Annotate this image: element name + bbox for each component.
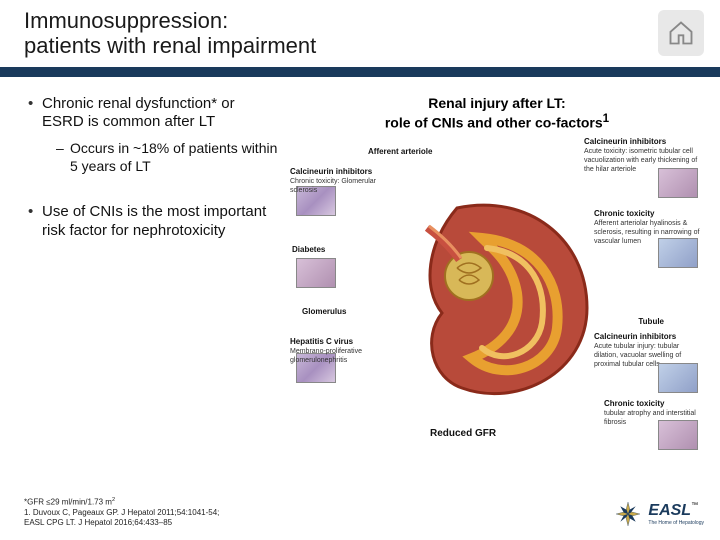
logo-star-icon [614, 500, 642, 528]
header-rule [0, 67, 720, 77]
bullet-1-sub: Occurs in ~18% of patients within 5 year… [56, 140, 278, 175]
thumb-cni-acute [658, 168, 698, 198]
logo-tagline: The Home of Hepatology [648, 520, 704, 526]
footnote-1: *GFR ≤29 ml/min/1.73 m [24, 498, 112, 507]
easl-logo: EASL™ The Home of Hepatology [614, 500, 704, 528]
footnote-2: 1. Duvoux C, Pageaux GP. J Hepatol 2011;… [24, 508, 219, 517]
figure-title: Renal injury after LT: role of CNIs and … [290, 95, 704, 133]
thumb-cni-acute2 [658, 363, 698, 393]
label-cni-chronic-head: Calcineurin inhibitors Chronic toxicity:… [290, 168, 380, 194]
footnote-3: EASL CPG LT. J Hepatol 2016;64:433–85 [24, 518, 172, 527]
title-line-1: Immunosuppression: [24, 8, 228, 33]
slide-title: Immunosuppression: patients with renal i… [24, 8, 720, 59]
home-icon [667, 19, 695, 47]
label-glomerulus: Glomerulus [302, 308, 346, 317]
thumb-diabetes [296, 258, 336, 288]
slide-header: Immunosuppression: patients with renal i… [0, 0, 720, 65]
label-hepc: Hepatitis C virus Membrano-proliferative… [290, 338, 385, 364]
label-afferent: Afferent arteriole [368, 148, 432, 157]
thumb-chronic2 [658, 420, 698, 450]
label-tubule: Tubule [638, 318, 664, 327]
logo-text-block: EASL™ The Home of Hepatology [648, 502, 704, 526]
figure-title-sup: 1 [603, 112, 609, 125]
left-column: Chronic renal dysfunction* or ESRD is co… [28, 95, 278, 459]
figure-title-line-2: role of CNIs and other co-factors [385, 115, 603, 131]
bullet-2: Use of CNIs is the most important risk f… [28, 203, 278, 241]
footnote-1-sup: 2 [112, 497, 115, 503]
title-line-2: patients with renal impairment [24, 33, 316, 58]
footnotes: *GFR ≤29 ml/min/1.73 m2 1. Duvoux C, Pag… [24, 497, 219, 528]
logo-text: EASL [648, 502, 691, 519]
figure-title-line-1: Renal injury after LT: [428, 95, 565, 111]
kidney-illustration [387, 188, 607, 408]
bullet-1: Chronic renal dysfunction* or ESRD is co… [28, 95, 278, 133]
content-area: Chronic renal dysfunction* or ESRD is co… [0, 77, 720, 459]
thumb-chronic-tox [658, 238, 698, 268]
label-diabetes: Diabetes [292, 246, 325, 255]
figure-diagram: Afferent arteriole Calcineurin inhibitor… [290, 138, 704, 458]
label-reduced-gfr: Reduced GFR [430, 428, 496, 439]
right-column: Renal injury after LT: role of CNIs and … [278, 95, 704, 459]
home-button[interactable] [658, 10, 704, 56]
